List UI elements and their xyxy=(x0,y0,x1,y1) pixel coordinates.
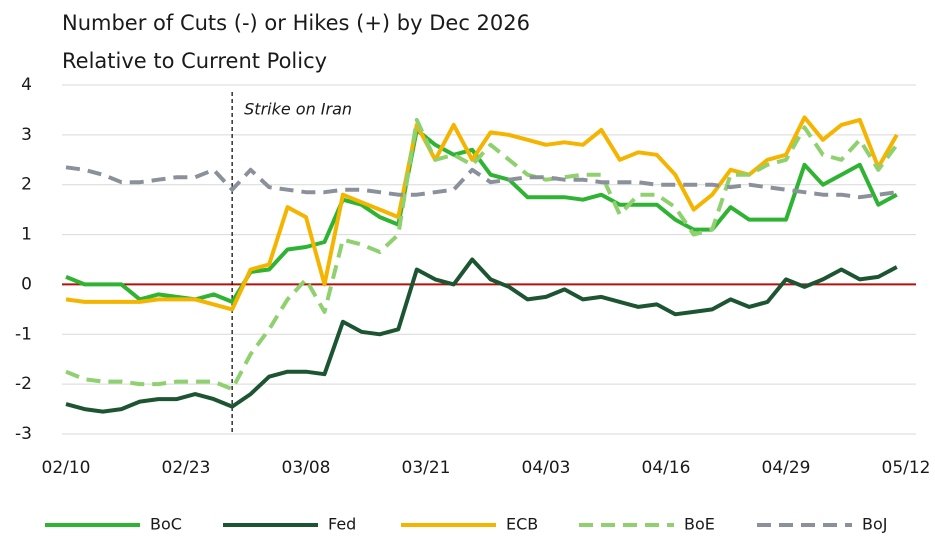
x-tick-label: 03/21 xyxy=(402,458,451,478)
y-tick-label: -1 xyxy=(15,324,32,344)
x-tick-label: 04/16 xyxy=(642,458,691,478)
chart-title: Number of Cuts (-) or Hikes (+) by Dec 2… xyxy=(62,11,530,35)
y-tick-label: -3 xyxy=(15,424,32,444)
legend-label: BoJ xyxy=(862,515,887,534)
series-line xyxy=(65,257,898,414)
x-tick-label: 02/10 xyxy=(42,458,91,478)
annotation: Strike on Iran xyxy=(244,100,352,119)
legend-label: Fed xyxy=(328,515,356,534)
y-tick-label: -2 xyxy=(15,374,32,394)
x-tick-label: 05/12 xyxy=(882,458,931,478)
x-tick-label: 03/08 xyxy=(282,458,331,478)
y-tick-label: 2 xyxy=(21,175,32,195)
series-line xyxy=(65,115,899,312)
series-line xyxy=(65,165,898,200)
legend-label: ECB xyxy=(506,515,538,534)
x-tick-label: 02/23 xyxy=(162,458,211,478)
y-tick-label: 3 xyxy=(21,125,32,145)
y-tick-label: 1 xyxy=(21,225,32,245)
y-tick-label: 0 xyxy=(21,274,32,294)
chart-subtitle: Relative to Current Policy xyxy=(62,49,327,73)
legend-label: BoC xyxy=(150,515,182,534)
x-tick-label: 04/03 xyxy=(522,458,571,478)
series-line xyxy=(65,127,898,304)
legend-label: BoE xyxy=(684,515,715,534)
x-tick-label: 04/29 xyxy=(762,458,811,478)
y-tick-label: 4 xyxy=(21,75,32,95)
series-line xyxy=(65,117,899,392)
